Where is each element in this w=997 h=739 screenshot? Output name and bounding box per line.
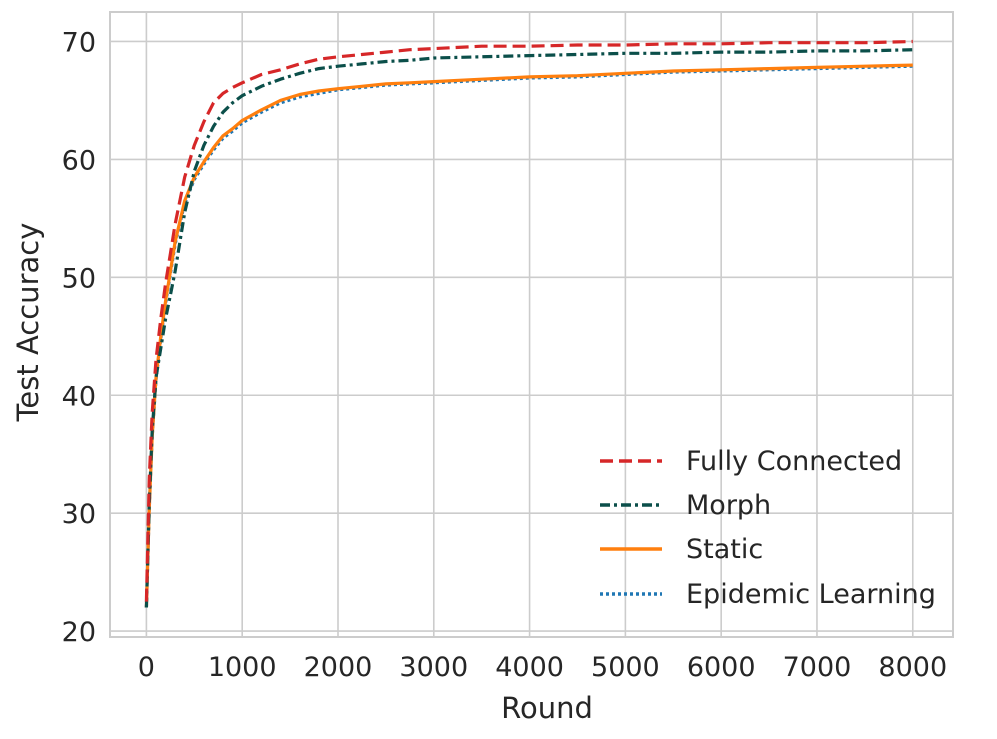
y-tick-labels: 20 30 40 50 60 70 [62, 27, 96, 648]
x-tick-label: 2000 [304, 652, 373, 683]
x-tick-label: 5000 [591, 652, 660, 683]
x-axis-title: Round [501, 691, 593, 725]
legend-label-static: Static [686, 534, 763, 565]
y-tick-label: 20 [62, 617, 96, 648]
legend-label-morph: Morph [686, 490, 771, 521]
x-tick-labels: 0 1000 2000 3000 4000 5000 6000 7000 8000 [138, 652, 947, 683]
y-tick-label: 40 [62, 381, 96, 412]
y-tick-label: 30 [62, 499, 96, 530]
legend-label-fully-connected: Fully Connected [686, 446, 902, 477]
x-tick-label: 3000 [399, 652, 468, 683]
series-line-morph [144, 48, 913, 608]
x-tick-label: 1000 [208, 652, 277, 683]
grid-lines [110, 12, 953, 637]
legend: Fully Connected Morph Static Epidemic Le… [600, 446, 936, 610]
y-tick-label: 60 [62, 145, 96, 176]
plot-background [109, 11, 954, 638]
x-tick-label: 8000 [878, 652, 947, 683]
y-tick-label: 70 [62, 27, 96, 58]
x-tick-label: 4000 [495, 652, 564, 683]
series-line-fully-connected [144, 39, 913, 602]
x-tick-label: 0 [138, 652, 155, 683]
legend-label-epidemic-learning: Epidemic Learning [686, 579, 936, 610]
x-tick-label: 7000 [783, 652, 852, 683]
x-tick-label: 6000 [687, 652, 756, 683]
series-lines [144, 39, 913, 608]
y-tick-label: 50 [62, 263, 96, 294]
series-line-static [144, 63, 913, 608]
y-axis-title: Test Accuracy [11, 223, 45, 423]
